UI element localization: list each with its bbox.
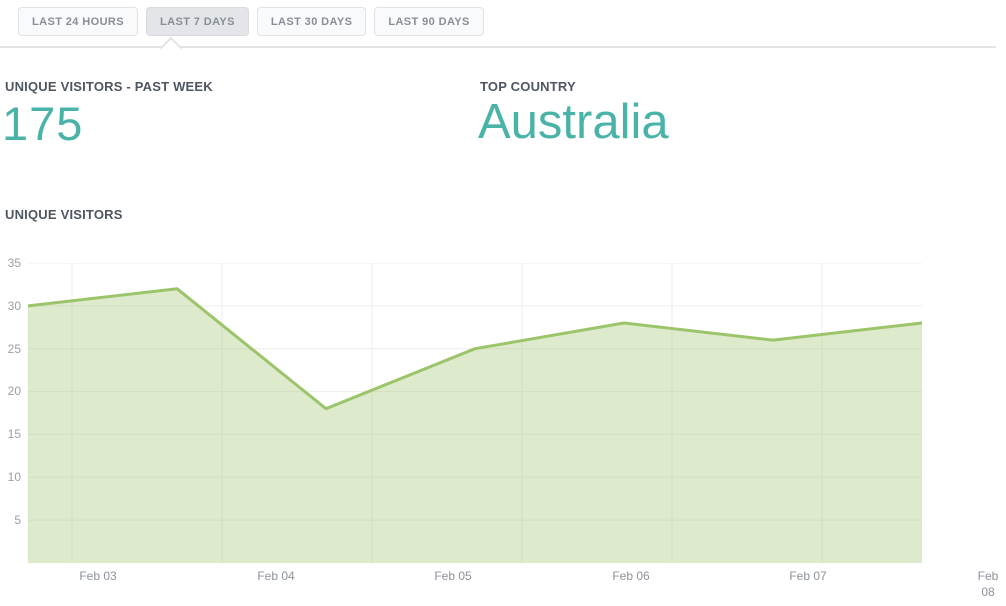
y-tick-25: 25 — [7, 342, 21, 356]
visitors-area — [28, 288, 922, 563]
x-tick-feb-04: Feb 04 — [257, 569, 295, 583]
y-tick-15: 15 — [7, 427, 21, 441]
chart-title: UNIQUE VISITORS — [5, 207, 123, 222]
tab-last-24-hours[interactable]: LAST 24 HOURS — [18, 7, 138, 36]
x-tick-feb-06: Feb 06 — [612, 569, 650, 583]
y-tick-35: 35 — [7, 256, 21, 270]
unique-visitors-week-label: UNIQUE VISITORS - PAST WEEK — [5, 79, 213, 94]
top-country-label: TOP COUNTRY — [480, 79, 576, 94]
y-tick-10: 10 — [7, 470, 21, 484]
top-country-value: Australia — [478, 95, 669, 149]
visitors-area-chart — [28, 263, 922, 563]
tab-last-90-days[interactable]: LAST 90 DAYS — [374, 7, 484, 36]
chart-gridlines — [28, 263, 922, 563]
visitors-line — [28, 287, 922, 411]
unique-visitors-week-value: 175 — [2, 97, 84, 150]
y-tick-20: 20 — [7, 384, 21, 398]
x-tick-feb-08: Feb 08 — [977, 569, 999, 599]
tab-last-30-days[interactable]: LAST 30 DAYS — [256, 7, 367, 36]
chart-canvas — [28, 263, 922, 563]
time-range-tabbar: LAST 24 HOURS LAST 7 DAYS LAST 30 DAYS L… — [18, 7, 484, 36]
tab-last-7-days[interactable]: LAST 7 DAYS — [146, 7, 249, 36]
x-tick-feb-05: Feb 05 — [434, 569, 472, 583]
y-tick-30: 30 — [7, 299, 21, 313]
selected-tab-pointer — [159, 36, 183, 60]
x-tick-feb-03: Feb 03 — [79, 569, 117, 583]
tabbar-separator — [0, 46, 996, 48]
y-tick-5: 5 — [14, 513, 21, 527]
x-tick-feb-07: Feb 07 — [789, 569, 827, 583]
